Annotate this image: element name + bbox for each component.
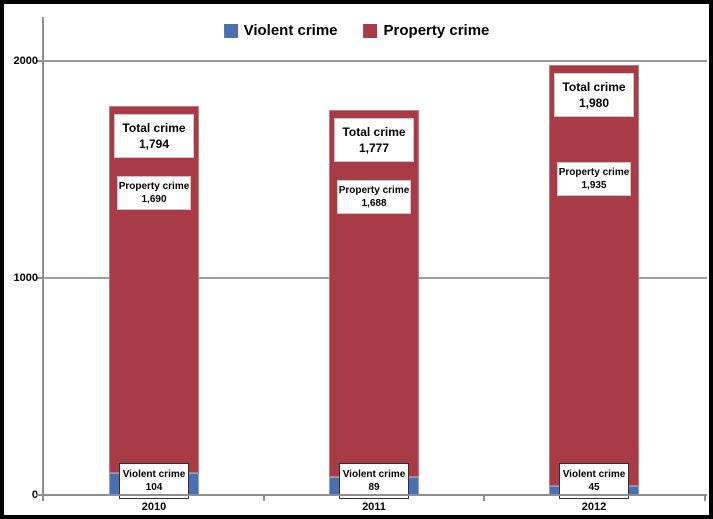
bar-2012: Total crime 1,980 Property crime 1,935 V… xyxy=(549,17,639,499)
y-axis-label-2000: 2000 xyxy=(13,55,38,67)
label-title: Total crime xyxy=(562,80,626,95)
x-axis xyxy=(36,494,707,496)
total-crime-label: Total crime 1,980 xyxy=(554,73,634,118)
property-crime-swatch-icon xyxy=(363,24,378,38)
legend-item-property-crime[interactable]: Property crime xyxy=(363,22,490,40)
violent-crime-label: Violent crime 104 xyxy=(119,463,189,499)
label-value: 104 xyxy=(145,482,163,493)
label-title: Property crime xyxy=(338,184,410,196)
legend-item-violent-crime[interactable]: Violent crime xyxy=(223,22,338,40)
total-crime-label: Total crime 1,777 xyxy=(334,117,414,162)
x-tick-2 xyxy=(483,496,485,501)
label-value: 1,777 xyxy=(358,140,390,155)
y-tick-1000 xyxy=(36,277,44,279)
label-title: Total crime xyxy=(342,124,406,139)
violent-crime-label: Violent crime 89 xyxy=(339,463,409,499)
label-value: 1,980 xyxy=(578,96,610,111)
x-axis-label-2012: 2012 xyxy=(581,501,607,513)
label-value: 1,794 xyxy=(138,136,170,151)
label-value: 89 xyxy=(368,482,380,493)
violent-crime-label: Violent crime 45 xyxy=(559,463,629,499)
label-value: 45 xyxy=(588,482,600,493)
x-axis-label-2011: 2011 xyxy=(362,501,386,513)
legend: Violent crime Property crime xyxy=(223,22,490,40)
violent-crime-swatch-icon xyxy=(223,24,238,38)
gridline-2000 xyxy=(44,60,707,62)
label-value: 1,935 xyxy=(581,180,607,192)
label-title: Violent crime xyxy=(342,469,406,480)
label-title: Violent crime xyxy=(562,469,626,480)
label-title: Total crime xyxy=(122,120,186,135)
legend-label: Violent crime xyxy=(243,22,338,39)
legend-label: Property crime xyxy=(383,22,490,39)
y-axis-label-0: 0 xyxy=(31,489,38,501)
x-tick-3 xyxy=(704,496,706,501)
label-value: 1,688 xyxy=(361,197,387,209)
bar-2011: Total crime 1,777 Property crime 1,688 V… xyxy=(329,17,419,499)
y-tick-2000 xyxy=(36,60,44,62)
y-axis-label-1000: 1000 xyxy=(13,272,38,284)
bar-2010: Total crime 1,794 Property crime 1,690 V… xyxy=(109,17,199,499)
label-value: 1,690 xyxy=(141,193,167,205)
label-title: Property crime xyxy=(118,180,190,192)
bar-segment-property-crime[interactable] xyxy=(329,109,419,477)
bar-segment-property-crime[interactable] xyxy=(109,105,199,474)
x-tick-1 xyxy=(263,496,265,501)
y-axis xyxy=(42,17,44,501)
property-crime-label: Property crime 1,935 xyxy=(557,162,631,197)
label-title: Property crime xyxy=(558,167,630,179)
x-axis-label-2010: 2010 xyxy=(141,501,167,513)
total-crime-label: Total crime 1,794 xyxy=(114,113,194,158)
bar-segment-property-crime[interactable] xyxy=(549,65,639,487)
property-crime-label: Property crime 1,688 xyxy=(337,179,411,214)
label-title: Violent crime xyxy=(122,469,186,480)
property-crime-label: Property crime 1,690 xyxy=(117,175,191,210)
